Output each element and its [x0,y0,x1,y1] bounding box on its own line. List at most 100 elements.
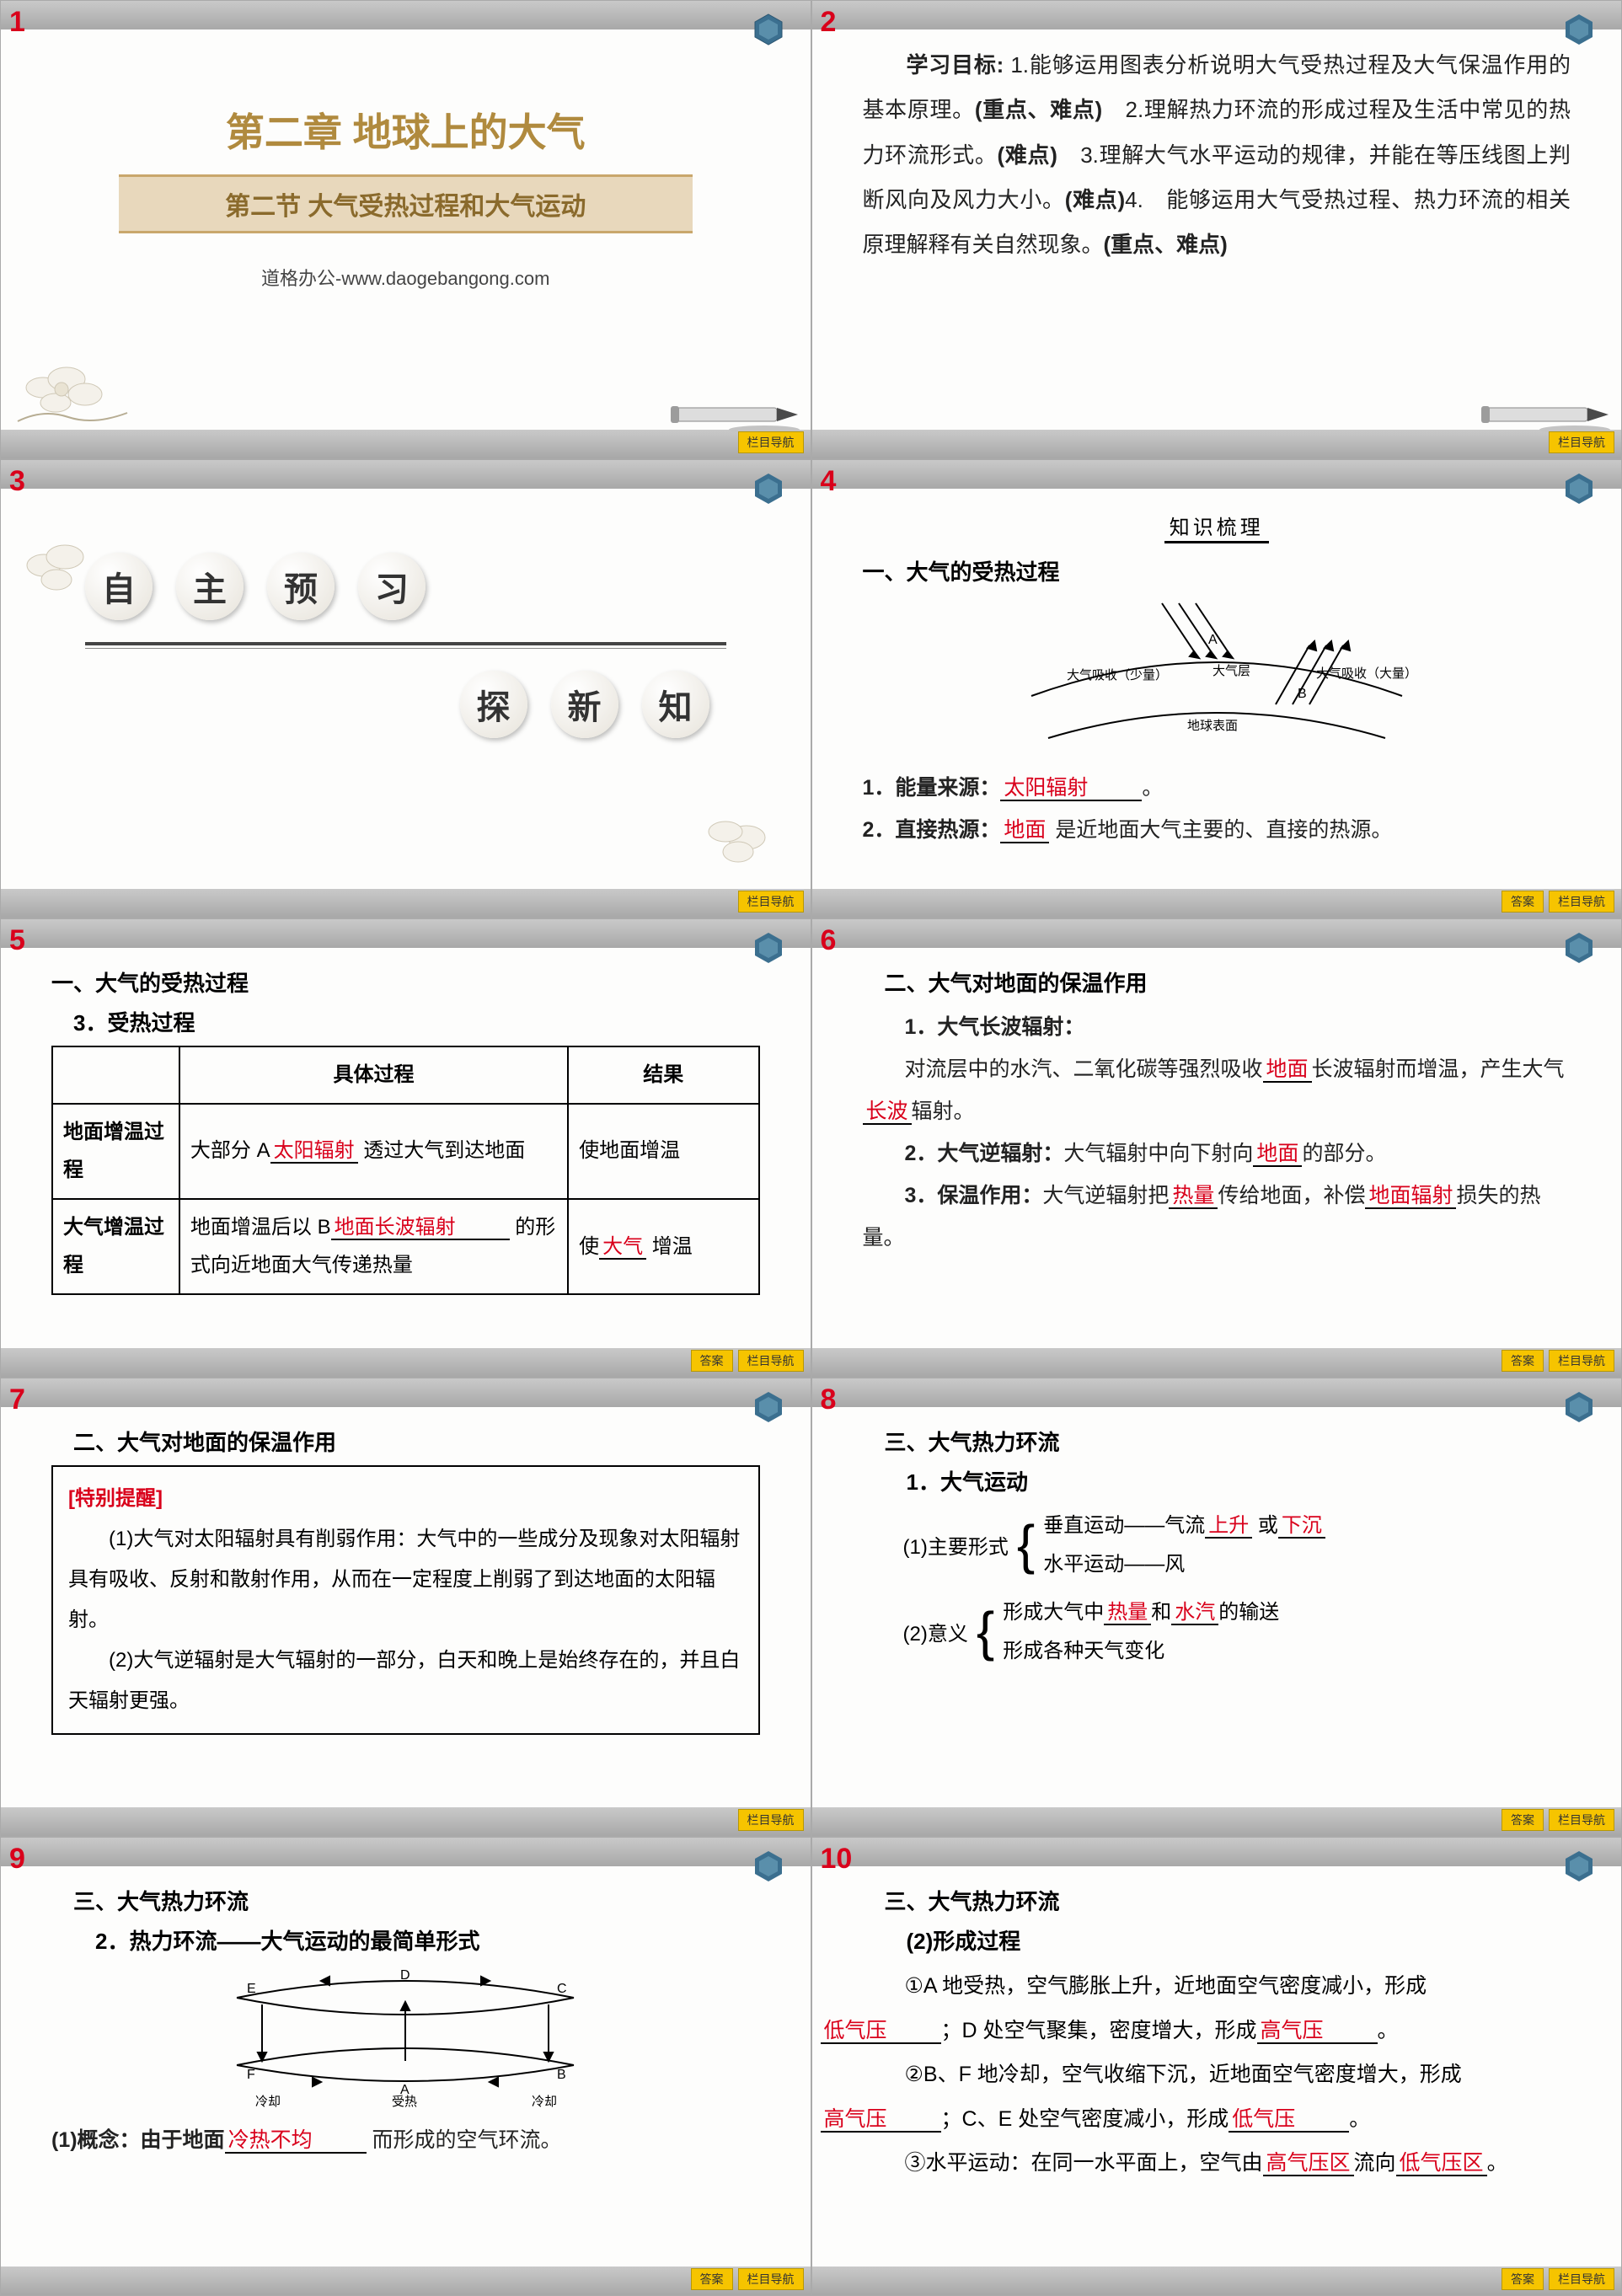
nav-badge[interactable]: 栏目导航 [738,2268,804,2290]
top-bar [812,919,1622,948]
text: 对流层中的水汽、二氧化碳等强烈吸收 [905,1057,1263,1081]
slide-grid: 1 第二章 地球上的大气 第二节 大气受热过程和大气运动 道格办公-www.da… [0,0,1622,2296]
table-row: 大气增温过程 地面增温后以 B地面长波辐射 的形式向近地面大气传递热量 使大气 … [52,1199,759,1294]
blank-answer: 热量 [1104,1601,1151,1625]
brace-lines: 垂直运动——气流上升 或下沉 水平运动——风 [1043,1507,1325,1583]
text: 地面增温后以 B [190,1216,331,1239]
table-row: 地面增温过程 大部分 A太阳辐射 透过大气到达地面 使地面增温 [52,1104,759,1199]
text: 垂直运动——气流 [1043,1514,1205,1537]
label: 2．大气逆辐射： [905,1142,1064,1165]
tail: 是近地面大气主要的、直接的热源。 [1049,818,1392,842]
line-1: 1．能量来源：太阳辐射。 [863,767,1571,809]
knowledge-label: 知识梳理 [1164,516,1269,543]
blank-answer: 地面 [1253,1142,1302,1167]
bottom-bar [1,2267,811,2295]
text: 形成大气中 [1003,1601,1104,1624]
diagram-label-layer: 大气层 [1212,664,1250,678]
label: 2．直接热源： [863,818,1001,842]
blank-answer: 冷热不均 [225,2128,316,2154]
col-h: 结果 [568,1046,758,1104]
row-proc: 地面增温后以 B地面长波辐射 的形式向近地面大气传递热量 [179,1199,568,1294]
line: 垂直运动——气流上升 或下沉 [1043,1507,1325,1545]
top-bar [812,1838,1622,1866]
blank-line [891,2107,941,2133]
nav-badge[interactable]: 栏目导航 [738,1350,804,1372]
goal-4-key: (重点、难点) [1104,232,1228,257]
footer-badges: 栏目导航 [738,1809,804,1831]
content: 三、大气热力环流 1．大气运动 (1)主要形式 { 垂直运动——气流上升 或下沉… [863,1421,1571,1794]
label: (2)意义 [903,1617,968,1646]
goal-3-key: (难点) [1065,187,1125,212]
text: 和 [1151,1601,1171,1624]
nav-badge[interactable]: 栏目导航 [738,891,804,913]
slide-number: 6 [821,924,837,957]
blank-answer: 地面长波辐射 [331,1216,459,1240]
p1-body: 对流层中的水汽、二氧化碳等强烈吸收地面长波辐射而增温，产生大气长波辐射。 [863,1048,1571,1132]
sub-heading: (2)形成过程 [907,1924,1571,1956]
line: 水平运动——风 [1043,1545,1325,1584]
nav-badge[interactable]: 栏目导航 [738,1809,804,1831]
text: 。 [1487,2151,1508,2175]
goal-1-key: (重点、难点) [975,97,1102,122]
bottom-bar [812,2267,1622,2295]
footer-badges: 栏目导航 [738,431,804,453]
answer-badge[interactable]: 答案 [1502,891,1544,913]
slide-7: 7 二、大气对地面的保温作用 [特别提醒] (1)大气对太阳辐射具有削弱作用：大… [0,1378,811,1837]
label: (1)概念：由于地面 [51,2128,225,2152]
nav-badge[interactable]: 栏目导航 [1549,1809,1614,1831]
answer-badge[interactable]: 答案 [1502,2268,1544,2290]
blank-answer: 地面辐射 [1365,1184,1456,1209]
text: 而形成的空气环流。 [367,2128,562,2152]
text: 的部分。 [1302,1142,1386,1165]
flower-decor [679,791,806,884]
nav-badge[interactable]: 栏目导航 [1549,2268,1614,2290]
answer-badge[interactable]: 答案 [1502,1809,1544,1831]
definition: (1)概念：由于地面冷热不均 而形成的空气环流。 [51,2119,760,2161]
blank-answer: 太阳辐射 [270,1139,358,1164]
slide-8: 8 三、大气热力环流 1．大气运动 (1)主要形式 { 垂直运动——气流上升 或… [811,1378,1622,1837]
blank-answer: 水汽 [1171,1601,1218,1625]
sub-heading: 3．受热过程 [73,1006,760,1037]
svg-text:C: C [557,1982,567,1996]
forms-brace: (1)主要形式 { 垂直运动——气流上升 或下沉 水平运动——风 [903,1507,1571,1583]
answer-badge[interactable]: 答案 [691,1350,733,1372]
flower-decor [6,519,132,612]
text: ②B、F 地冷却，空气收缩下沉，近地面空气密度增大，形成 [905,2063,1462,2086]
section-title: 第二节 大气受热过程和大气运动 [119,185,693,222]
content: 一、大气的受热过程 3．受热过程 具体过程 结果 地面增温过程 大部分 A太阳辐… [51,961,760,1335]
text: 传给地面，补偿 [1218,1184,1365,1207]
blank-answer: 热量 [1169,1184,1218,1209]
diagram-label-surface: 地球表面 [1187,719,1238,733]
footer-badges: 栏目导航 [738,891,804,913]
blank-line [891,2019,941,2044]
answer-badge[interactable]: 答案 [691,2268,733,2290]
nav-badge[interactable]: 栏目导航 [1549,1350,1614,1372]
answer-badge[interactable]: 答案 [1502,1350,1544,1372]
nav-badge[interactable]: 栏目导航 [1549,891,1614,913]
svg-text:受热: 受热 [392,2095,417,2107]
footer-badges: 答案 栏目导航 [1502,1350,1614,1372]
brace-icon: { [1017,1521,1035,1570]
table-header: 具体过程 结果 [52,1046,759,1104]
blank-answer: 地面 [1000,818,1049,843]
learning-goals: 学习目标: 1.能够运用图表分析说明大气受热过程及大气保温作用的基本原理。(重点… [863,43,1571,267]
section-band: 第二节 大气受热过程和大气运动 [119,174,693,233]
blank-answer: 下沉 [1278,1514,1325,1539]
top-bar [1,460,811,489]
circle-char: 主 [176,553,244,620]
row-name: 大气增温过程 [63,1216,164,1277]
divider-line [85,642,726,649]
top-bar [1,1378,811,1407]
row-res: 使大气 增温 [568,1199,758,1294]
text: 辐射。 [912,1100,975,1123]
nav-badge[interactable]: 栏目导航 [1549,431,1614,453]
svg-text:F: F [247,2068,255,2082]
row-res: 使地面增温 [568,1104,758,1199]
line-2: 2．直接热源：地面 是近地面大气主要的、直接的热源。 [863,809,1571,851]
slide-number: 7 [9,1383,25,1416]
blank-answer: 低气压区 [1396,2151,1487,2176]
bottom-bar [812,1348,1622,1377]
slide-number: 4 [821,465,837,498]
nav-badge[interactable]: 栏目导航 [738,431,804,453]
warn-label: [特别提醒] [68,1479,743,1519]
